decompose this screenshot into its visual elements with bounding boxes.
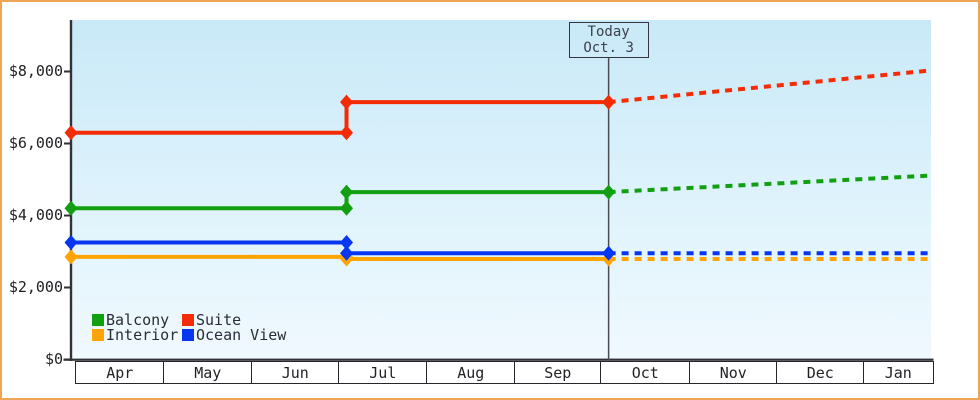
y-axis-tick — [64, 214, 72, 217]
plot-area — [71, 20, 931, 360]
legend-item-balcony[interactable]: Balcony — [92, 311, 182, 329]
series-line-balcony — [71, 190, 609, 211]
legend-item-ocean-view[interactable]: Ocean View — [182, 326, 287, 344]
legend-swatch-interior — [92, 329, 104, 341]
legend-item-interior[interactable]: Interior — [92, 326, 182, 344]
x-month-cell-dec: Dec — [776, 361, 865, 384]
y-axis-line — [69, 20, 73, 361]
today-flag-line2: Oct. 3 — [583, 40, 634, 56]
legend-swatch-suite — [182, 314, 194, 326]
series-line-suite — [71, 100, 609, 135]
y-axis-tick — [64, 358, 72, 361]
x-month-cell-jul: Jul — [338, 361, 428, 384]
data-point-marker-balcony — [340, 184, 354, 200]
x-month-cell-aug: Aug — [426, 361, 516, 384]
series-line-interior — [71, 254, 609, 262]
data-point-marker-suite — [340, 125, 354, 141]
legend-label: Ocean View — [196, 326, 287, 344]
x-axis-line — [63, 358, 934, 361]
x-month-cell-jun: Jun — [251, 361, 340, 384]
y-axis-label: $2,000 — [8, 278, 63, 296]
legend-item-suite[interactable]: Suite — [182, 311, 286, 329]
data-point-marker-suite — [602, 94, 616, 110]
data-point-marker-balcony — [340, 200, 354, 216]
x-month-cell-nov: Nov — [689, 361, 778, 384]
data-point-marker-suite — [340, 94, 354, 110]
legend-label: Balcony — [106, 311, 170, 329]
x-month-cell-may: May — [163, 361, 253, 384]
data-point-marker-balcony — [602, 184, 616, 200]
legend: Balcony Suite Interior Ocean View — [92, 311, 287, 344]
y-axis-tick — [64, 286, 72, 289]
data-point-marker-ocean-view — [602, 245, 616, 261]
today-flag-line1: Today — [587, 24, 630, 40]
series-forecast-line-balcony — [608, 173, 932, 195]
data-point-marker-suite — [64, 125, 78, 141]
legend-label: Suite — [196, 311, 242, 329]
y-axis-tick — [64, 70, 72, 73]
legend-label: Interior — [106, 326, 179, 344]
y-axis-tick — [64, 142, 72, 145]
x-month-cell-oct: Oct — [600, 361, 691, 384]
x-month-cell-sep: Sep — [514, 361, 602, 384]
y-axis-label: $8,000 — [8, 62, 63, 80]
data-point-marker-ocean-view — [340, 245, 354, 261]
data-point-marker-balcony — [64, 200, 78, 216]
y-axis-label: $0 — [44, 350, 63, 368]
data-point-marker-ocean-view — [340, 235, 354, 250]
data-point-marker-interior — [64, 249, 78, 265]
legend-swatch-ocean-view — [182, 329, 194, 341]
data-point-marker-ocean-view — [64, 235, 78, 250]
series-forecast-line-suite — [608, 68, 932, 105]
today-flag: Today Oct. 3 — [568, 22, 649, 58]
y-axis-label: $6,000 — [8, 134, 63, 152]
x-month-cell-jan: Jan — [863, 361, 934, 384]
legend-swatch-balcony — [92, 314, 104, 326]
x-month-cell-apr: Apr — [75, 361, 165, 384]
y-axis-label: $4,000 — [8, 206, 63, 224]
